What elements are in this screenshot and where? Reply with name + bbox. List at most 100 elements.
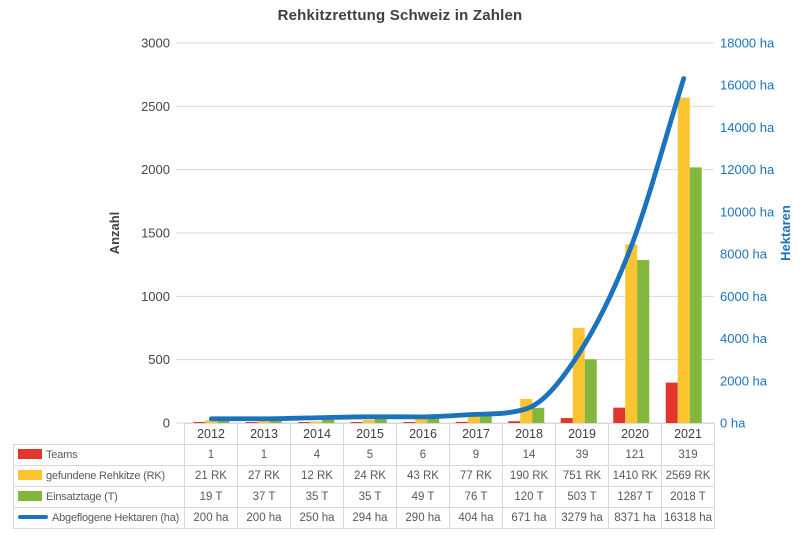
left-axis-tick-label: 1000: [141, 289, 170, 304]
value-cell: 21 RK: [184, 465, 238, 487]
value-cell: 1410 RK: [608, 465, 662, 487]
value-cell: 39: [555, 444, 609, 466]
value-cell: 121: [608, 444, 662, 466]
legend-label-cell: Teams: [13, 444, 185, 466]
left-axis-tick-label: 1500: [141, 226, 170, 241]
value-cell: 77 RK: [449, 465, 503, 487]
bar-teams: [350, 422, 363, 423]
bar-teams: [508, 421, 521, 423]
value-cell: 190 RK: [502, 465, 556, 487]
chart-data-table: 2012 2013 2014 2015 2016 2017 2018 2019 2020 2021…: [13, 423, 715, 529]
value-cell: 200 ha: [237, 507, 291, 529]
year-cell: 2017: [449, 423, 503, 445]
bar-gefundene: [257, 419, 270, 423]
value-cell: 19 T: [184, 486, 238, 508]
left-axis-tick-label: 2000: [141, 162, 170, 177]
bar-teams: [245, 422, 258, 423]
year-cell: 2016: [396, 423, 450, 445]
series-name: Einsatztage (T): [46, 491, 118, 503]
value-cell: 120 T: [502, 486, 556, 508]
right-axis-tick-label: 4000 ha: [720, 331, 768, 346]
value-cell: 5: [343, 444, 397, 466]
value-cell: 200 ha: [184, 507, 238, 529]
value-cell: 43 RK: [396, 465, 450, 487]
left-axis-title: Anzahl: [107, 212, 122, 255]
value-cell: 24 RK: [343, 465, 397, 487]
year-cell: 2014: [290, 423, 344, 445]
bar-einsatztage: [532, 407, 545, 423]
legend-bar-swatch: [18, 470, 42, 480]
value-cell: 404 ha: [449, 507, 503, 529]
right-axis-tick-label: 6000 ha: [720, 289, 768, 304]
right-axis-tick-label: 0 ha: [720, 416, 746, 431]
series-name: Teams: [46, 449, 78, 461]
left-axis-tick-label: 3000: [141, 36, 170, 51]
value-cell: 35 T: [290, 486, 344, 508]
bar-gefundene: [415, 417, 428, 423]
value-cell: 751 RK: [555, 465, 609, 487]
year-cell: 2020: [608, 423, 662, 445]
bar-gefundene: [205, 420, 218, 423]
chart-title: Rehkitzrettung Schweiz in Zahlen: [277, 7, 523, 24]
bar-teams: [403, 422, 416, 423]
legend-label-cell: gefundene Rehkitze (RK): [13, 465, 185, 487]
right-axis-tick-label: 16000 ha: [720, 78, 775, 93]
year-cell: 2019: [555, 423, 609, 445]
value-cell: 250 ha: [290, 507, 344, 529]
right-axis-tick-label: 18000 ha: [720, 36, 775, 51]
year-cell: 2018: [502, 423, 556, 445]
series-name: gefundene Rehkitze (RK): [46, 470, 165, 482]
series-name: Abgeflogene Hektaren (ha): [52, 512, 180, 524]
table-corner-cell: [14, 424, 185, 445]
bar-teams: [193, 422, 206, 423]
value-cell: 671 ha: [502, 507, 556, 529]
bar-teams: [560, 418, 573, 423]
value-cell: 12 RK: [290, 465, 344, 487]
value-cell: 37 T: [237, 486, 291, 508]
legend-data-table: 2012 2013 2014 2015 2016 2017 2018 2019 2020 2021…: [13, 423, 715, 529]
year-cell: 2021: [661, 423, 715, 445]
value-cell: 8371 ha: [608, 507, 662, 529]
value-cell: 503 T: [555, 486, 609, 508]
bar-teams: [298, 422, 311, 423]
bar-einsatztage: [584, 359, 597, 423]
bar-gefundene: [677, 97, 690, 424]
bar-einsatztage: [689, 167, 702, 423]
value-cell: 2018 T: [661, 486, 715, 508]
right-axis-tick-label: 8000 ha: [720, 247, 768, 262]
bar-gefundene: [362, 419, 375, 423]
bar-einsatztage: [637, 259, 650, 423]
value-cell: 2569 RK: [661, 465, 715, 487]
legend-bar-swatch: [18, 491, 42, 501]
bar-teams: [455, 421, 468, 423]
value-cell: 35 T: [343, 486, 397, 508]
value-cell: 76 T: [449, 486, 503, 508]
bar-gefundene: [625, 244, 638, 423]
year-cell: 2012: [184, 423, 238, 445]
right-axis-tick-label: 12000 ha: [720, 162, 775, 177]
right-axis-tick-label: 10000 ha: [720, 204, 775, 219]
legend-line-swatch: [18, 515, 48, 519]
legend-bar-swatch: [18, 449, 42, 459]
bar-einsatztage: [322, 418, 335, 423]
value-cell: 14: [502, 444, 556, 466]
left-axis-tick-label: 0: [163, 416, 170, 431]
bar-einsatztage: [427, 416, 440, 423]
value-cell: 4: [290, 444, 344, 466]
value-cell: 49 T: [396, 486, 450, 508]
year-cell: 2013: [237, 423, 291, 445]
legend-label-cell: Abgeflogene Hektaren (ha): [13, 507, 185, 529]
hektaren-trend-line: [208, 76, 687, 422]
year-cell: 2015: [343, 423, 397, 445]
bar-einsatztage: [374, 418, 387, 423]
bar-einsatztage: [217, 420, 230, 423]
value-cell: 319: [661, 444, 715, 466]
left-axis-tick-label: 2500: [141, 99, 170, 114]
left-axis-tick-label: 500: [148, 352, 170, 367]
right-axis-tick-label: 2000 ha: [720, 373, 768, 388]
bar-gefundene: [467, 413, 480, 423]
bar-teams: [613, 407, 626, 423]
bar-gefundene: [572, 327, 585, 423]
